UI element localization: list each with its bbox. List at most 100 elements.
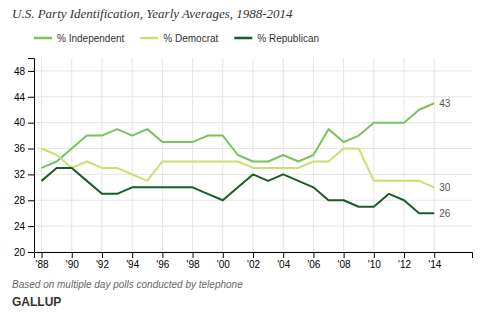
x-tick-mark — [434, 252, 435, 258]
x-tick-label: '00 — [217, 259, 230, 270]
x-tick-mark — [404, 252, 405, 258]
x-tick-mark — [132, 252, 133, 258]
y-tick: 24 — [14, 221, 34, 232]
x-tick: '10 — [368, 252, 381, 270]
y-tick-mark — [28, 149, 34, 150]
y-tick: 20 — [14, 247, 34, 258]
x-tick: '96 — [156, 252, 169, 270]
legend-label: % Democrat — [163, 33, 218, 44]
y-tick-label: 24 — [14, 221, 26, 232]
x-tick: '06 — [307, 252, 320, 270]
x-tick: '98 — [187, 252, 200, 270]
legend-swatch — [140, 37, 158, 40]
legend-swatch — [34, 37, 52, 40]
x-tick: '90 — [66, 252, 79, 270]
x-tick: '00 — [217, 252, 230, 270]
x-tick-label: '94 — [126, 259, 139, 270]
x-tick-label: '10 — [368, 259, 381, 270]
x-tick-label: '92 — [96, 259, 109, 270]
x-tick-mark — [193, 252, 194, 258]
y-tick: 28 — [14, 195, 34, 206]
chart: '88 '90 '92 '94 '96 '98 '00 '02 '04 '06 '08 '10 '12 '… — [0, 0, 494, 314]
grid-line — [41, 58, 42, 252]
footnote: Based on multiple day polls conducted by… — [12, 279, 243, 290]
x-tick-mark — [162, 252, 163, 258]
x-tick-mark — [42, 252, 43, 258]
y-axis: 20 24 28 32 36 40 44 48 — [14, 59, 35, 258]
legend-item: % Republican — [234, 33, 319, 44]
x-axis: '88 '90 '92 '94 '96 '98 '00 '02 '04 '06 '08 '10 '12 '… — [35, 252, 473, 270]
x-tick-label: '02 — [247, 259, 260, 270]
grid-line — [162, 58, 163, 252]
x-tick: '88 — [36, 252, 49, 270]
y-tick-mark — [28, 123, 34, 124]
grid-line — [404, 58, 405, 252]
x-tick: '14 — [428, 252, 441, 270]
x-tick-label: '96 — [156, 259, 169, 270]
end-label: 26 — [439, 208, 451, 219]
grid-line — [132, 58, 133, 252]
x-axis-line — [35, 253, 473, 259]
grid-line — [71, 58, 72, 252]
series-line — [42, 149, 435, 188]
x-tick: '02 — [247, 252, 260, 270]
y-tick-mark — [28, 252, 34, 253]
x-tick: '12 — [398, 252, 411, 270]
x-tick: '94 — [126, 252, 139, 270]
y-tick: 48 — [14, 66, 34, 77]
y-axis-line — [28, 59, 35, 253]
title: U.S. Party Identification, Yearly Averag… — [12, 6, 293, 21]
x-tick-label: '08 — [338, 259, 351, 270]
end-label: 43 — [439, 98, 451, 109]
x-tick-label: '90 — [66, 259, 79, 270]
series-line — [42, 103, 435, 168]
grid-line — [253, 58, 254, 252]
x-tick-mark — [102, 252, 103, 258]
x-tick-mark — [72, 252, 73, 258]
legend-label: % Independent — [57, 33, 125, 44]
y-tick-mark — [28, 200, 34, 201]
y-tick-mark — [28, 97, 34, 98]
x-tick-mark — [253, 252, 254, 258]
x-tick: '04 — [277, 252, 290, 270]
x-tick-label: '06 — [307, 259, 320, 270]
y-tick-mark — [28, 226, 34, 227]
y-tick: 32 — [14, 169, 34, 180]
x-tick-label: '98 — [187, 259, 200, 270]
y-tick-label: 44 — [14, 92, 26, 103]
y-tick-label: 20 — [14, 247, 26, 258]
y-tick-label: 32 — [14, 169, 26, 180]
x-tick-mark — [283, 252, 284, 258]
x-tick-label: '14 — [428, 259, 441, 270]
series-line — [42, 168, 435, 213]
y-tick: 40 — [14, 117, 34, 128]
x-tick-label: '04 — [277, 259, 290, 270]
x-tick: '92 — [96, 252, 109, 270]
x-tick-mark — [223, 252, 224, 258]
y-tick-label: 48 — [14, 66, 26, 77]
y-tick-label: 28 — [14, 195, 26, 206]
grid-line — [343, 58, 344, 252]
grid-line — [434, 58, 435, 252]
y-tick-label: 40 — [14, 117, 26, 128]
x-tick-mark — [344, 252, 345, 258]
y-tick-mark — [28, 71, 34, 72]
y-tick: 36 — [14, 143, 34, 154]
legend-item: % Independent — [34, 33, 125, 44]
grid-line — [192, 58, 193, 252]
legend-item: % Democrat — [140, 33, 218, 44]
source: GALLUP — [12, 295, 61, 309]
plot-area — [42, 103, 435, 213]
grid — [34, 58, 472, 252]
y-tick-label: 36 — [14, 143, 26, 154]
legend-swatch — [234, 37, 252, 40]
grid-line — [373, 58, 374, 252]
grid-line — [222, 58, 223, 252]
x-tick-mark — [374, 252, 375, 258]
y-tick: 44 — [14, 92, 34, 103]
grid-line — [101, 58, 102, 252]
x-tick-mark — [313, 252, 314, 258]
y-tick-mark — [28, 174, 34, 175]
end-label: 30 — [439, 182, 451, 193]
x-tick: '08 — [338, 252, 351, 270]
